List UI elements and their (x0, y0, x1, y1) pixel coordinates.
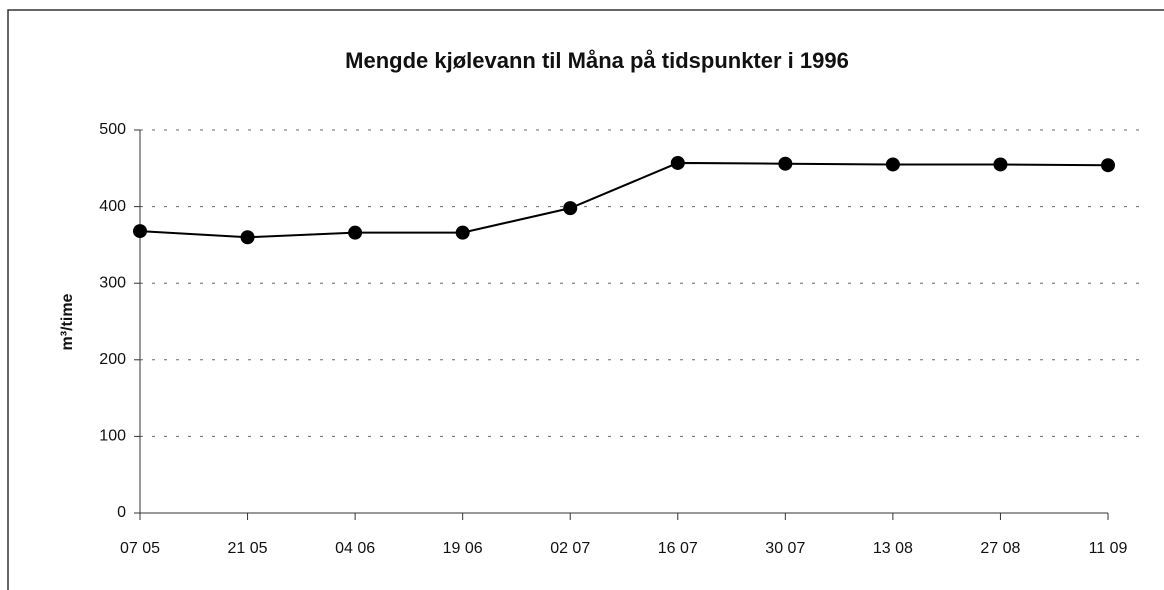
y-tick-label: 200 (99, 351, 126, 368)
y-tick-label: 400 (99, 198, 126, 215)
x-tick-label: 13 08 (873, 540, 913, 557)
marker (1101, 158, 1115, 173)
y-tick-label: 300 (99, 274, 126, 291)
marker (778, 156, 793, 171)
marker (670, 155, 685, 170)
marker (455, 225, 470, 240)
x-tick-label: 11 09 (1089, 540, 1128, 557)
y-tick-label: 0 (117, 504, 126, 521)
marker (348, 225, 363, 240)
y-axis-label: m³/time (59, 293, 76, 350)
marker (240, 230, 255, 245)
x-tick-label: 04 06 (335, 540, 375, 557)
x-tick-label: 19 06 (443, 540, 483, 557)
x-tick-label: 27 08 (980, 540, 1020, 557)
x-tick-label: 07 05 (120, 540, 160, 557)
marker (133, 224, 147, 239)
marker (885, 157, 900, 172)
x-tick-label: 16 07 (658, 540, 698, 557)
y-tick-label: 100 (99, 428, 126, 445)
chart-border (7, 9, 1164, 590)
y-tick-label: 500 (99, 121, 126, 138)
x-tick-label: 21 05 (228, 540, 268, 557)
marker (563, 201, 578, 216)
line (139, 161, 1109, 239)
x-tick-label: 02 07 (550, 540, 590, 557)
marker (993, 157, 1008, 172)
chart-title: Mengde kjølevann til Måna på tidspunkter… (345, 48, 849, 73)
x-tick-label: 30 07 (765, 540, 805, 557)
